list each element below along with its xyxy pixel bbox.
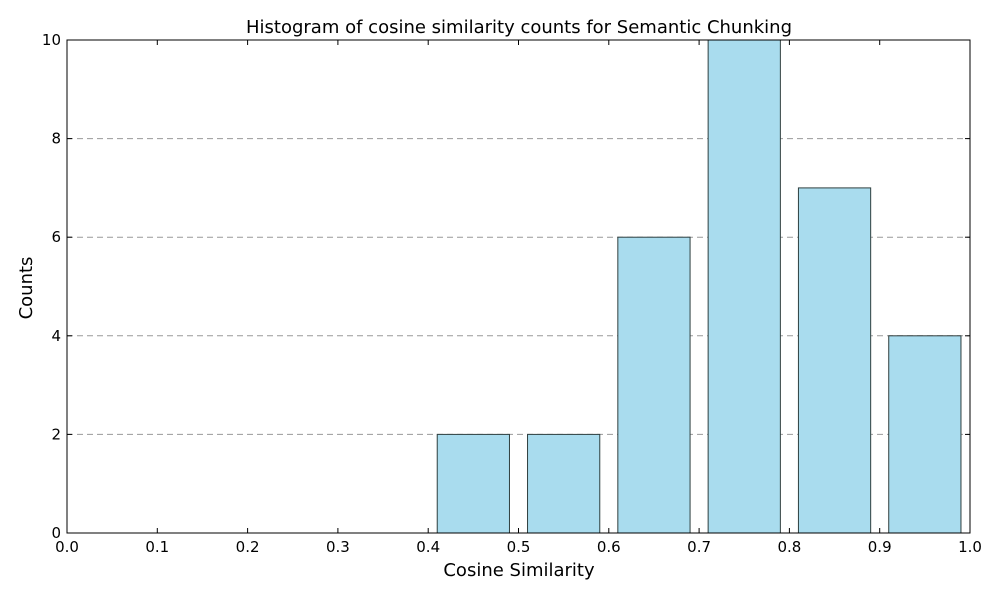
y-tick-label-5: 10 xyxy=(42,31,61,49)
x-tick-label-6: 0.6 xyxy=(597,538,621,556)
x-tick-label-0: 0.0 xyxy=(55,538,79,556)
y-tick-label-1: 2 xyxy=(51,425,61,443)
chart-title: Histogram of cosine similarity counts fo… xyxy=(246,17,792,38)
bar-5 xyxy=(527,433,601,534)
x-tick-label-8: 0.8 xyxy=(777,538,801,556)
x-tick-label-5: 0.5 xyxy=(507,538,531,556)
bar-7 xyxy=(707,39,781,534)
x-tick-label-3: 0.3 xyxy=(326,538,350,556)
y-tick-label-3: 6 xyxy=(51,228,61,246)
x-axis-label: Cosine Similarity xyxy=(443,560,595,581)
x-tick-label-9: 0.9 xyxy=(868,538,892,556)
bars xyxy=(436,39,962,534)
x-tick-label-1: 0.1 xyxy=(145,538,169,556)
y-tick-label-4: 8 xyxy=(51,130,61,148)
y-tick-label-2: 4 xyxy=(51,327,61,345)
x-tick-label-7: 0.7 xyxy=(687,538,711,556)
bar-9 xyxy=(888,335,962,534)
x-tick-label-10: 1.0 xyxy=(958,538,982,556)
y-axis-label: Counts xyxy=(16,257,37,320)
y-tick-label-0: 0 xyxy=(51,524,61,542)
y-axis-ticks: 0 2 4 6 8 10 xyxy=(42,31,970,542)
bar-4 xyxy=(436,433,510,534)
x-tick-label-4: 0.4 xyxy=(416,538,440,556)
bar-8 xyxy=(797,187,872,534)
x-axis-ticks: 0.0 0.1 0.2 0.3 0.4 0.5 0.6 0.7 0.8 0.9 1.0 xyxy=(55,40,982,556)
bar-6 xyxy=(617,236,691,534)
x-tick-label-2: 0.2 xyxy=(236,538,260,556)
